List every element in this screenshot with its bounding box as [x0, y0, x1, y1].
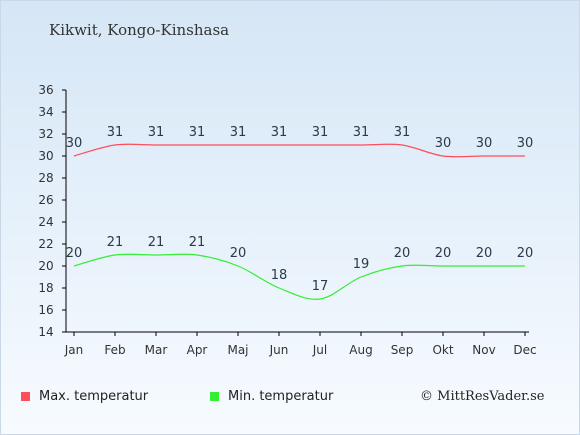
- x-tick-label: Feb: [104, 343, 125, 357]
- data-label-max: 31: [312, 125, 329, 140]
- data-label-max: 31: [148, 125, 165, 140]
- data-label-min: 21: [107, 235, 124, 250]
- data-label-max: 31: [189, 125, 206, 140]
- legend-item-max: Max. temperatur: [21, 389, 148, 404]
- data-label-min: 20: [394, 246, 411, 261]
- data-label-max: 30: [517, 136, 534, 151]
- legend-label-min: Min. temperatur: [228, 389, 334, 404]
- y-tick-label: 14: [38, 325, 53, 339]
- x-tick-label: Jun: [269, 343, 289, 357]
- legend-swatch-min: [210, 392, 219, 401]
- legend-label-max: Max. temperatur: [39, 389, 149, 404]
- x-tick-label: Mar: [145, 343, 168, 357]
- y-tick-label: 16: [38, 303, 53, 317]
- chart-title: Kikwit, Kongo-Kinshasa: [49, 21, 230, 39]
- data-label-max: 30: [66, 136, 83, 151]
- data-label-min: 21: [189, 235, 206, 250]
- data-label-min: 17: [312, 279, 329, 294]
- x-tick-label: Jan: [64, 343, 84, 357]
- copyright-text: © MittResVader.se: [420, 389, 545, 404]
- series-line-max: [73, 143, 525, 158]
- legend-item-min: Min. temperatur: [210, 389, 333, 404]
- data-label-min: 21: [148, 235, 165, 250]
- data-label-max: 30: [476, 136, 493, 151]
- y-tick-label: 20: [38, 259, 53, 273]
- data-label-min: 18: [271, 268, 288, 283]
- y-tick-label: 22: [38, 237, 53, 251]
- data-label-max: 31: [230, 125, 247, 140]
- data-label-max: 31: [394, 125, 411, 140]
- data-label-min: 19: [353, 257, 370, 272]
- data-label-max: 31: [271, 125, 288, 140]
- y-tick-label: 26: [38, 193, 53, 207]
- y-tick-label: 28: [38, 171, 53, 185]
- data-label-min: 20: [66, 246, 83, 261]
- x-tick-label: Aug: [349, 343, 372, 357]
- data-label-max: 30: [435, 136, 452, 151]
- y-tick-label: 36: [38, 83, 53, 97]
- y-tick-label: 24: [38, 215, 53, 229]
- legend-swatch-max: [21, 392, 30, 401]
- data-label-min: 20: [517, 246, 534, 261]
- data-label-min: 20: [435, 246, 452, 261]
- x-tick-label: Okt: [432, 343, 453, 357]
- x-tick-label: Jul: [312, 343, 327, 357]
- y-tick-label: 30: [38, 149, 53, 163]
- data-label-max: 31: [107, 125, 124, 140]
- x-tick-label: Nov: [472, 343, 495, 357]
- x-tick-label: Sep: [391, 343, 414, 357]
- data-label-max: 31: [353, 125, 370, 140]
- y-tick-label: 34: [38, 105, 53, 119]
- data-label-min: 20: [476, 246, 493, 261]
- series-line-min: [73, 253, 525, 300]
- x-tick-label: Dec: [513, 343, 536, 357]
- x-tick-label: Maj: [227, 343, 248, 357]
- y-tick-label: 32: [38, 127, 53, 141]
- y-tick-label: 18: [38, 281, 53, 295]
- x-tick-label: Apr: [187, 343, 208, 357]
- data-label-min: 20: [230, 246, 247, 261]
